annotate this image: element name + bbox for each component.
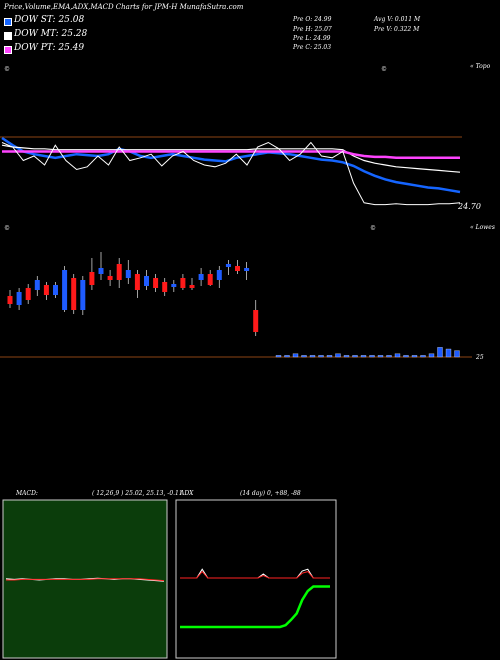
price-series-0 — [1, 136, 461, 194]
candle-body — [162, 282, 168, 292]
volume-bar — [343, 355, 350, 358]
volume-bar — [403, 355, 409, 358]
candle-body — [180, 278, 186, 288]
candle-body — [16, 292, 22, 305]
volume-bar — [454, 350, 460, 358]
volume-bar — [309, 355, 316, 358]
candle-panel-label: « Lowes — [470, 224, 495, 231]
macd-signal-line — [6, 578, 165, 582]
macd-label: MACD: — [16, 490, 38, 497]
candle-body — [89, 272, 95, 285]
candle-body — [144, 276, 149, 286]
volume-bar — [360, 355, 367, 358]
adx-panel-frame — [175, 499, 337, 659]
volume-bar — [437, 347, 443, 358]
macd-params: ( 12,26,9 ) 25.02, 25.13, -0.11 — [92, 490, 183, 497]
candle-body — [43, 285, 49, 295]
volume-bar — [318, 355, 324, 358]
legend-swatch-long — [4, 46, 12, 54]
price-corner-mark-right: © — [381, 66, 387, 73]
legend-dow-mt: DOW MT: 25.28 — [14, 29, 88, 39]
volume-bar — [420, 355, 426, 358]
volume-bar — [445, 348, 452, 358]
candle-body — [235, 266, 240, 271]
legend-dow-st: DOW ST: 25.08 — [14, 15, 85, 25]
candle-baseline-label: 25 — [476, 354, 484, 361]
legend-swatch-short — [4, 18, 12, 26]
volume-bar — [428, 353, 435, 358]
stat-prev-volume: Pre V: 0.322 M — [374, 26, 420, 33]
candle-body — [216, 270, 222, 280]
candle-body — [225, 264, 231, 267]
candle-body — [207, 274, 213, 285]
legend-swatch-mid — [4, 32, 12, 40]
volume-bar — [292, 353, 299, 358]
candle-body — [189, 285, 195, 288]
volume-bar — [326, 355, 333, 358]
volume-bar — [377, 355, 384, 358]
legend-dow-pt: DOW PT: 25.49 — [14, 43, 85, 53]
candle-body — [71, 278, 77, 310]
stat-prev-open: Pre O: 24.99 — [293, 16, 332, 23]
volume-bar — [284, 355, 290, 358]
candle-body — [34, 280, 40, 290]
volume-bar — [411, 355, 418, 358]
price-series-2 — [2, 150, 460, 160]
volume-bar — [369, 355, 375, 358]
candle-body — [253, 310, 259, 332]
price-top-label: « Topo — [470, 63, 491, 70]
candle-body — [244, 268, 250, 271]
stat-prev-high: Pre H: 25.07 — [293, 26, 332, 33]
adx-params: (14 day) 0, +88, -88 — [240, 490, 301, 497]
volume-bar — [335, 353, 341, 358]
adx-di-minus-line — [180, 570, 330, 579]
candle-body — [107, 276, 113, 280]
candle-body — [98, 268, 104, 274]
price-corner-mark-left: © — [4, 66, 10, 73]
price-series-3 — [1, 141, 461, 206]
candle-body — [134, 274, 140, 290]
candle-corner-mark-left: © — [4, 225, 10, 232]
stat-prev-low: Pre L: 24.99 — [293, 35, 331, 42]
chart-title: Price,Volume,EMA,ADX,MACD Charts for JPM… — [4, 3, 244, 11]
adx-label: ADX — [180, 490, 194, 497]
stat-prev-close: Pre C: 25.03 — [293, 44, 332, 51]
volume-bar — [394, 353, 401, 358]
volume-bar — [275, 355, 282, 358]
price-series-1 — [1, 144, 461, 173]
volume-bar — [352, 355, 358, 358]
price-last-label: 24.70 — [458, 202, 481, 211]
candle-body — [25, 288, 31, 300]
candle-body — [116, 264, 122, 280]
candle-body — [198, 274, 204, 280]
stat-avg-volume: Avg V: 0.011 M — [374, 16, 421, 23]
candle-body — [7, 296, 13, 304]
volume-bar — [301, 355, 307, 358]
volume-bar — [386, 355, 392, 358]
candle-body — [153, 278, 159, 288]
candle-body — [80, 280, 86, 310]
candle-corner-mark-right: © — [370, 225, 376, 232]
candle-body — [62, 270, 68, 310]
candle-body — [125, 270, 131, 278]
candle-body — [171, 284, 177, 287]
candle-body — [53, 285, 58, 295]
adx-line — [180, 585, 330, 629]
